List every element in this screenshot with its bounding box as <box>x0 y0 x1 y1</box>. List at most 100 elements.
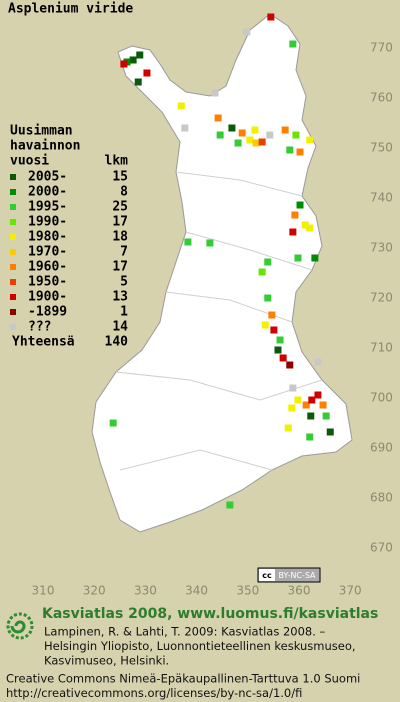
observation-square <box>211 89 219 97</box>
legend-swatch <box>10 234 16 240</box>
observation-square <box>291 211 299 219</box>
observation-square <box>314 391 322 399</box>
observation-square <box>279 354 287 362</box>
y-tick-label: 670 <box>370 541 393 555</box>
observation-square <box>294 396 302 404</box>
y-tick-label: 700 <box>370 391 393 405</box>
legend-count: 18 <box>112 230 128 245</box>
legend-total-label: Yhteensä <box>12 335 75 350</box>
legend-count: 25 <box>112 200 128 215</box>
observation-square <box>289 40 297 48</box>
observation-square <box>228 124 236 132</box>
observation-square <box>289 384 297 392</box>
footer: Lampinen, R. & Lahti, T. 2009: Kasviatla… <box>6 625 360 701</box>
legend-label: 1900- <box>28 290 67 305</box>
legend-count: 17 <box>112 260 128 275</box>
x-tick-label: 310 <box>32 584 55 598</box>
legend-count: 17 <box>112 215 128 230</box>
legend-label: 1995- <box>28 200 67 215</box>
legend-label: 1970- <box>28 245 67 260</box>
observation-square <box>322 412 330 420</box>
observation-square <box>302 401 310 409</box>
observation-square <box>234 139 242 147</box>
observation-square <box>252 139 260 147</box>
observation-square <box>214 114 222 122</box>
observations <box>109 13 334 509</box>
y-tick-label: 770 <box>370 41 393 55</box>
citation-line: Helsingin Yliopisto, Luonnontieteellinen… <box>44 639 356 653</box>
x-tick-label: 370 <box>339 584 362 598</box>
observation-square <box>181 124 189 132</box>
legend-swatch <box>10 279 16 285</box>
observation-square <box>308 396 316 404</box>
x-tick-label: 330 <box>134 584 157 598</box>
y-tick-label: 730 <box>370 241 393 255</box>
legend-swatch <box>10 309 16 315</box>
observation-square <box>311 254 319 262</box>
y-tick-label: 680 <box>370 491 393 505</box>
x-tick-label: 350 <box>236 584 259 598</box>
x-tick-label: 340 <box>185 584 208 598</box>
legend-count: 13 <box>112 290 128 305</box>
observation-square <box>306 136 314 144</box>
observation-square <box>301 221 309 229</box>
legend-swatch <box>10 294 16 300</box>
observation-square <box>264 294 272 302</box>
observation-square <box>270 326 278 334</box>
grid-ticks: 310 320 330 340 350 360 370 670 680 690 700 710 720 7… <box>32 41 393 598</box>
observation-square <box>226 501 234 509</box>
legend-label: 2000- <box>28 185 67 200</box>
observation-square <box>294 254 302 262</box>
observation-square <box>268 311 276 319</box>
legend-count: 7 <box>120 245 128 260</box>
observation-square <box>258 268 266 276</box>
legend-label: 1960- <box>28 260 67 275</box>
observation-square <box>296 148 304 156</box>
title: Asplenium viride <box>8 2 133 17</box>
observation-square <box>238 129 246 137</box>
legend-count: 15 <box>112 170 128 185</box>
legend-label: 1980- <box>28 230 67 245</box>
observation-square <box>281 126 289 134</box>
license-badge: cc BY-NC-SA <box>257 567 321 583</box>
observation-square <box>261 321 269 329</box>
observation-square <box>274 346 282 354</box>
observation-square <box>109 419 117 427</box>
observation-square <box>264 258 272 266</box>
legend-count-header: lkm <box>105 154 129 169</box>
legend-header: vuosi <box>10 154 49 169</box>
region-borders <box>115 171 323 471</box>
license-line: http://creativecommons.org/licenses/by-n… <box>6 686 302 700</box>
observation-square <box>288 404 296 412</box>
observation-square <box>286 361 294 369</box>
y-tick-label: 760 <box>370 91 393 105</box>
finland-outline <box>91 13 353 533</box>
legend-count: 5 <box>120 275 128 290</box>
observation-square <box>314 358 322 366</box>
observation-square <box>296 201 304 209</box>
observation-square <box>306 433 314 441</box>
y-tick-label: 740 <box>370 191 393 205</box>
y-tick-label: 750 <box>370 141 393 155</box>
observation-square <box>143 69 151 77</box>
legend-swatch <box>10 249 16 255</box>
legend-label: 2005- <box>28 170 67 185</box>
legend-header: Uusimman <box>10 124 73 139</box>
observation-square <box>136 51 144 59</box>
x-tick-label: 360 <box>288 584 311 598</box>
license-line: Creative Commons Nimeä-Epäkaupallinen-Ta… <box>6 672 360 686</box>
legend-count: 14 <box>112 320 128 335</box>
observation-square <box>243 28 251 36</box>
legend-total: 140 <box>105 335 129 350</box>
legend-header: havainnon <box>10 139 80 154</box>
legend-swatch <box>10 264 16 270</box>
legend-swatch <box>10 219 16 225</box>
observation-square <box>246 136 254 144</box>
svg-text:cc: cc <box>262 571 272 580</box>
observation-square <box>134 78 142 86</box>
legend-label: 1950- <box>28 275 67 290</box>
observation-square <box>284 424 292 432</box>
observation-square <box>258 138 266 146</box>
legend-swatch <box>10 204 16 210</box>
